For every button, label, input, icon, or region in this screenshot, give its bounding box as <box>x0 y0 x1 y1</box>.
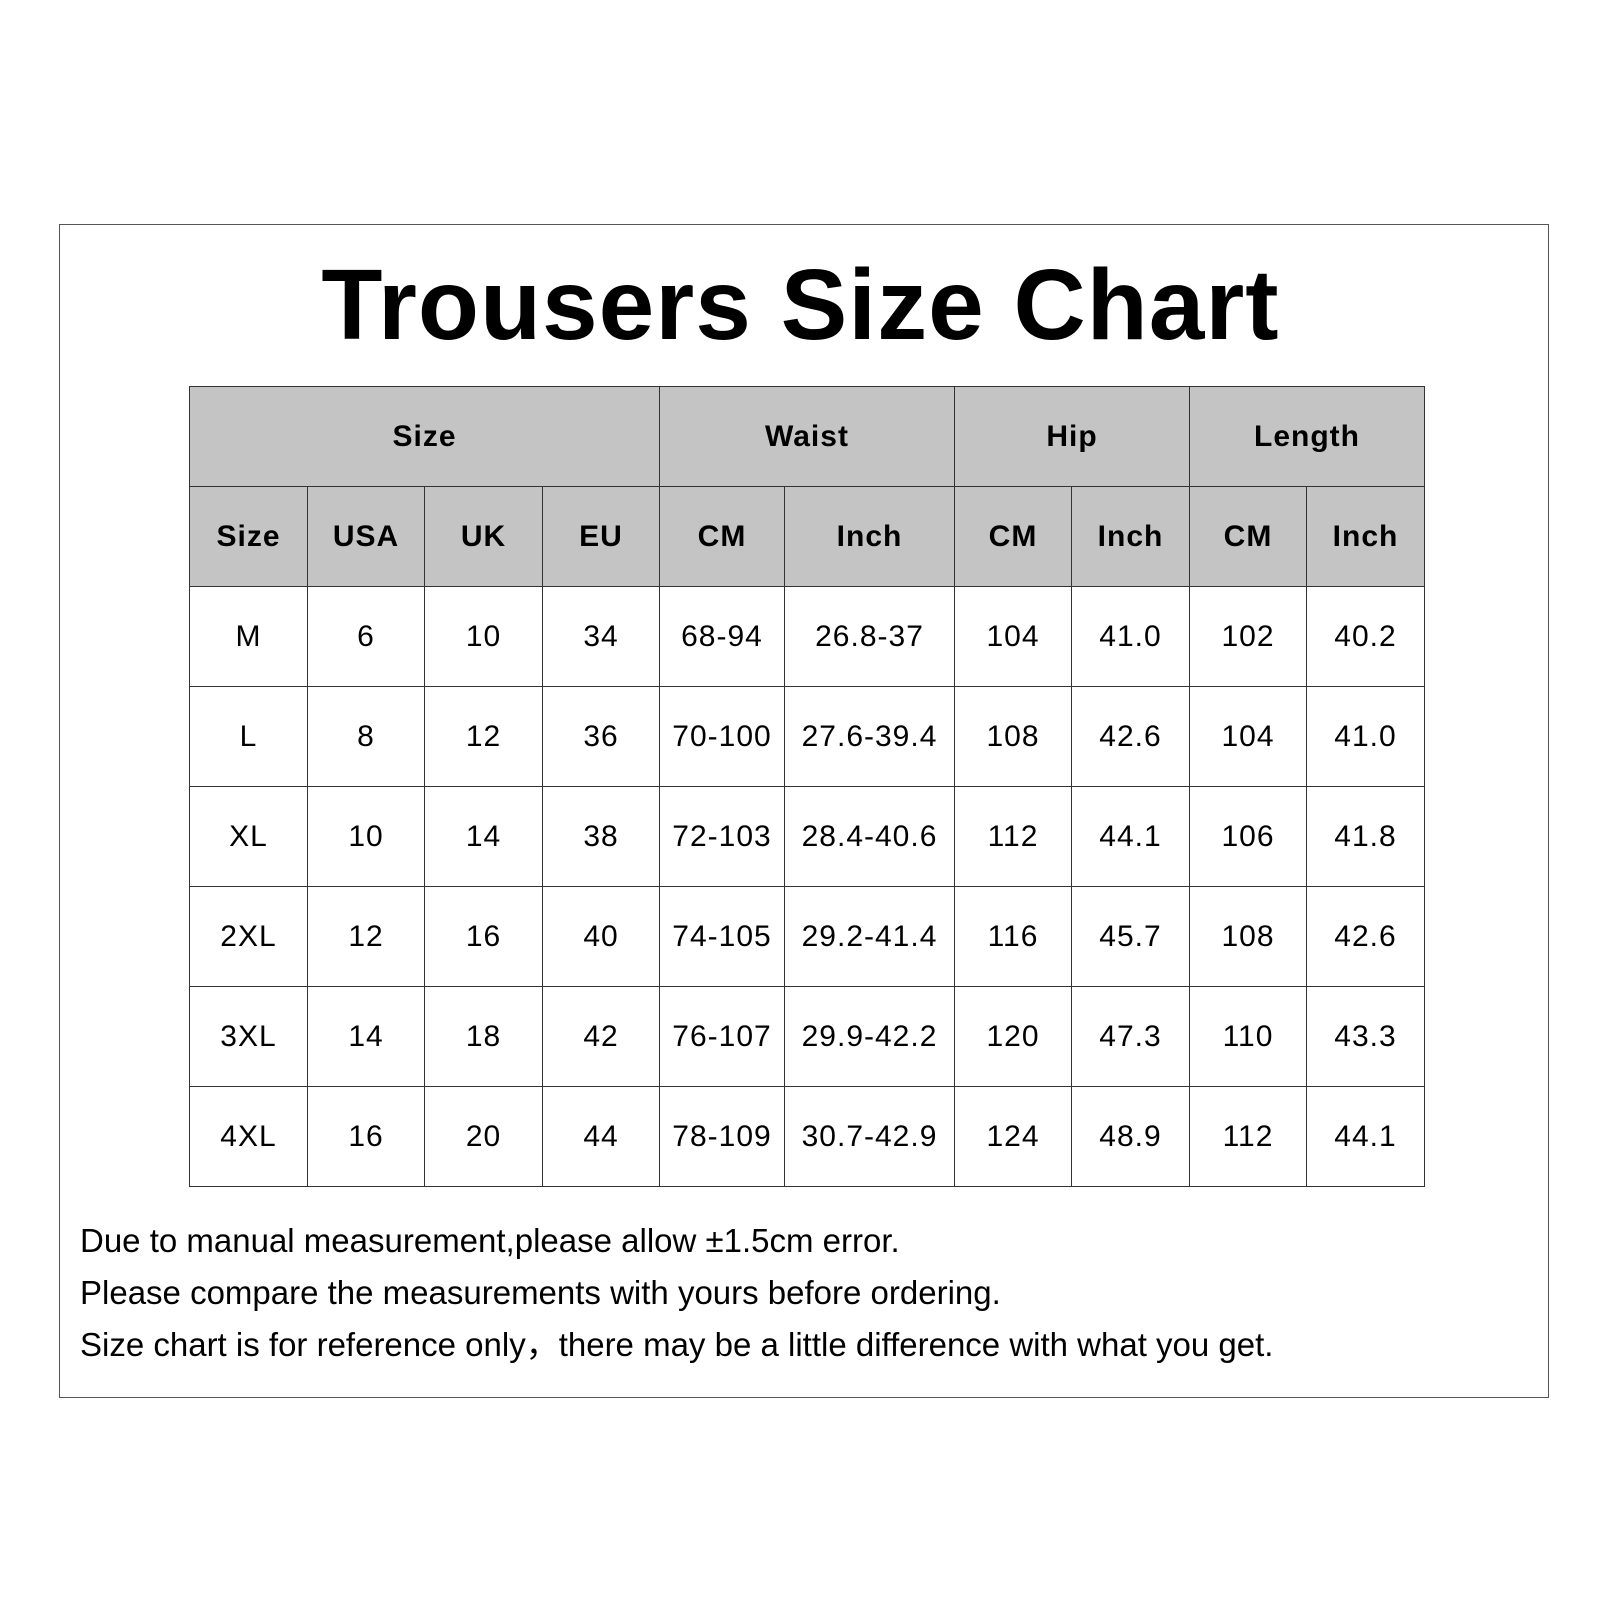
table-cell: 16 <box>424 886 543 987</box>
table-cell: 41.8 <box>1306 786 1425 887</box>
table-cell: M <box>189 586 308 687</box>
table-cell: 29.9-42.2 <box>784 986 955 1087</box>
column-header: USA <box>307 486 425 587</box>
table-cell: 104 <box>1189 686 1307 787</box>
table-cell: 45.7 <box>1071 886 1190 987</box>
sub-header-row: Size USA UK EU CM Inch CM Inch CM Inch <box>189 486 1425 587</box>
table-cell: 43.3 <box>1306 986 1425 1087</box>
table-cell: 72-103 <box>659 786 785 887</box>
table-cell: 106 <box>1189 786 1307 887</box>
table-cell: 78-109 <box>659 1086 785 1187</box>
table-cell: 27.6-39.4 <box>784 686 955 787</box>
table-cell: 42.6 <box>1306 886 1425 987</box>
table-cell: 42.6 <box>1071 686 1190 787</box>
table-cell: 102 <box>1189 586 1307 687</box>
table-cell: 20 <box>424 1086 543 1187</box>
column-header: Size <box>189 486 308 587</box>
table-cell: 76-107 <box>659 986 785 1087</box>
table-cell: 34 <box>542 586 660 687</box>
table-cell: 44.1 <box>1306 1086 1425 1187</box>
table-cell: 42 <box>542 986 660 1087</box>
table-cell: 47.3 <box>1071 986 1190 1087</box>
size-table: Size Waist Hip Length Size USA UK EU CM Inch C… <box>189 386 1425 1187</box>
table-cell: 36 <box>542 686 660 787</box>
table-cell: 29.2-41.4 <box>784 886 955 987</box>
table-cell: 8 <box>307 686 425 787</box>
table-cell: 14 <box>307 986 425 1087</box>
table-cell: 108 <box>954 686 1072 787</box>
table-cell: 70-100 <box>659 686 785 787</box>
table-cell: 74-105 <box>659 886 785 987</box>
table-cell: 41.0 <box>1071 586 1190 687</box>
table-cell: 18 <box>424 986 543 1087</box>
table-cell: 14 <box>424 786 543 887</box>
group-header-waist: Waist <box>659 386 955 487</box>
group-header-row: Size Waist Hip Length <box>189 386 1425 487</box>
table-cell: 12 <box>424 686 543 787</box>
table-cell: 44 <box>542 1086 660 1187</box>
table-cell: 112 <box>1189 1086 1307 1187</box>
column-header: Inch <box>1071 486 1190 587</box>
column-header: CM <box>1189 486 1307 587</box>
table-cell: 26.8-37 <box>784 586 955 687</box>
table-cell: 120 <box>954 986 1072 1087</box>
table-cell: 40 <box>542 886 660 987</box>
table-cell: XL <box>189 786 308 887</box>
table-cell: 2XL <box>189 886 308 987</box>
column-header: Inch <box>1306 486 1425 587</box>
table-cell: 41.0 <box>1306 686 1425 787</box>
table-cell: 124 <box>954 1086 1072 1187</box>
table-cell: 3XL <box>189 986 308 1087</box>
table-row: 4XL 16 20 44 78-109 30.7-42.9 124 48.9 112 44.1 <box>189 1086 1425 1187</box>
table-row: 3XL 14 18 42 76-107 29.9-42.2 120 47.3 110 43.3 <box>189 986 1425 1087</box>
table-cell: 68-94 <box>659 586 785 687</box>
table-cell: 110 <box>1189 986 1307 1087</box>
table-cell: 38 <box>542 786 660 887</box>
table-cell: 44.1 <box>1071 786 1190 887</box>
table-cell: 28.4-40.6 <box>784 786 955 887</box>
column-header: CM <box>659 486 785 587</box>
group-header-size: Size <box>189 386 660 487</box>
group-header-hip: Hip <box>954 386 1190 487</box>
table-cell: 12 <box>307 886 425 987</box>
page-title: Trousers Size Chart <box>321 249 1280 361</box>
chart-frame <box>59 224 1549 1398</box>
column-header: Inch <box>784 486 955 587</box>
table-cell: 112 <box>954 786 1072 887</box>
table-cell: 40.2 <box>1306 586 1425 687</box>
column-header: EU <box>542 486 660 587</box>
table-row: M 6 10 34 68-94 26.8-37 104 41.0 102 40.2 <box>189 586 1425 687</box>
column-header: UK <box>424 486 543 587</box>
note-line: Please compare the measurements with you… <box>80 1274 1001 1311</box>
table-row: XL 10 14 38 72-103 28.4-40.6 112 44.1 106 41.8 <box>189 786 1425 887</box>
table-cell: 16 <box>307 1086 425 1187</box>
note-line: Due to manual measurement,please allow ±… <box>80 1222 900 1259</box>
table-cell: 48.9 <box>1071 1086 1190 1187</box>
table-cell: 10 <box>424 586 543 687</box>
table-row: L 8 12 36 70-100 27.6-39.4 108 42.6 104 41.0 <box>189 686 1425 787</box>
table-cell: 104 <box>954 586 1072 687</box>
note-line: Size chart is for reference only，there m… <box>80 1326 1274 1363</box>
table-cell: 116 <box>954 886 1072 987</box>
group-header-length: Length <box>1189 386 1425 487</box>
table-cell: 108 <box>1189 886 1307 987</box>
table-cell: 4XL <box>189 1086 308 1187</box>
notes: Due to manual measurement,please allow ±… <box>80 1215 1273 1371</box>
column-header: CM <box>954 486 1072 587</box>
table-cell: 30.7-42.9 <box>784 1086 955 1187</box>
table-cell: 6 <box>307 586 425 687</box>
table-cell: 10 <box>307 786 425 887</box>
table-row: 2XL 12 16 40 74-105 29.2-41.4 116 45.7 108 42.6 <box>189 886 1425 987</box>
table-cell: L <box>189 686 308 787</box>
